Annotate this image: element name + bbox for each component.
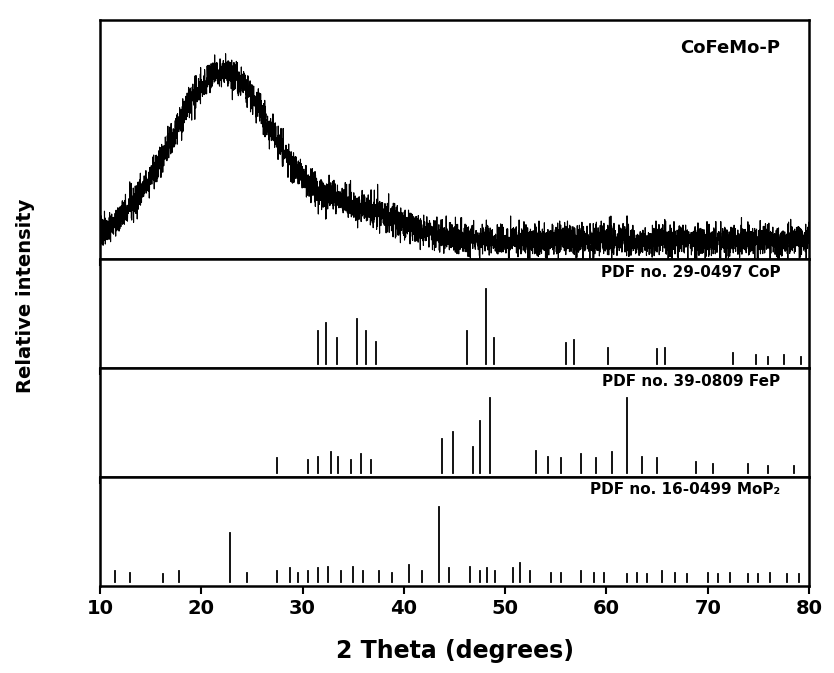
- Text: PDF no. 16-0499 MoP₂: PDF no. 16-0499 MoP₂: [590, 483, 781, 497]
- Text: PDF no. 29-0497 CoP: PDF no. 29-0497 CoP: [601, 264, 781, 280]
- Text: 2 Theta (degrees): 2 Theta (degrees): [335, 639, 574, 663]
- Text: CoFeMo-P: CoFeMo-P: [681, 39, 781, 57]
- Text: PDF no. 39-0809 FeP: PDF no. 39-0809 FeP: [602, 374, 781, 388]
- Text: Relative intensity: Relative intensity: [16, 199, 34, 393]
